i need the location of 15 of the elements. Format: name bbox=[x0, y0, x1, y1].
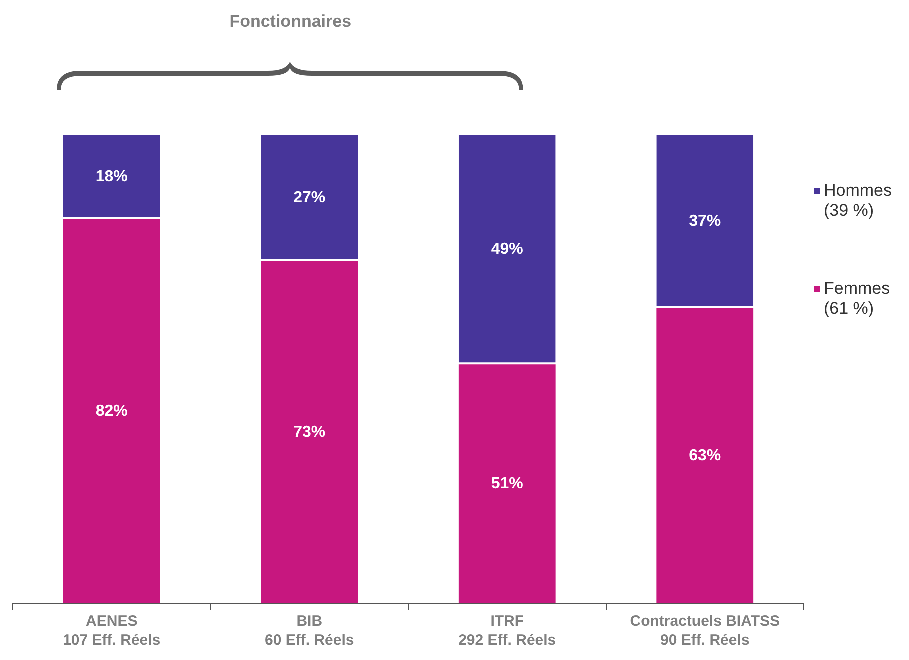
data-label: 18% bbox=[96, 168, 128, 186]
x-tick-label: AENES 107 Eff. Réels bbox=[63, 613, 161, 649]
data-label: 37% bbox=[689, 213, 722, 230]
data-label: 51% bbox=[491, 475, 524, 492]
data-label: 49% bbox=[491, 241, 524, 258]
data-label: 27% bbox=[294, 190, 326, 207]
legend-label: Femmes (61 %) bbox=[824, 279, 892, 319]
x-tick-label: ITRF 292 Eff. Réels bbox=[458, 613, 556, 649]
data-label: 82% bbox=[96, 402, 128, 420]
legend-label: Hommes (39 %) bbox=[824, 181, 894, 221]
data-label: 73% bbox=[294, 424, 326, 441]
text: Fonctionnaires bbox=[230, 12, 352, 32]
data-label: 63% bbox=[689, 447, 722, 464]
x-tick-label: Contractuels BIATSS 90 Eff. Réels bbox=[630, 613, 780, 649]
x-tick-label: BIB 60 Eff. Réels bbox=[265, 613, 354, 649]
